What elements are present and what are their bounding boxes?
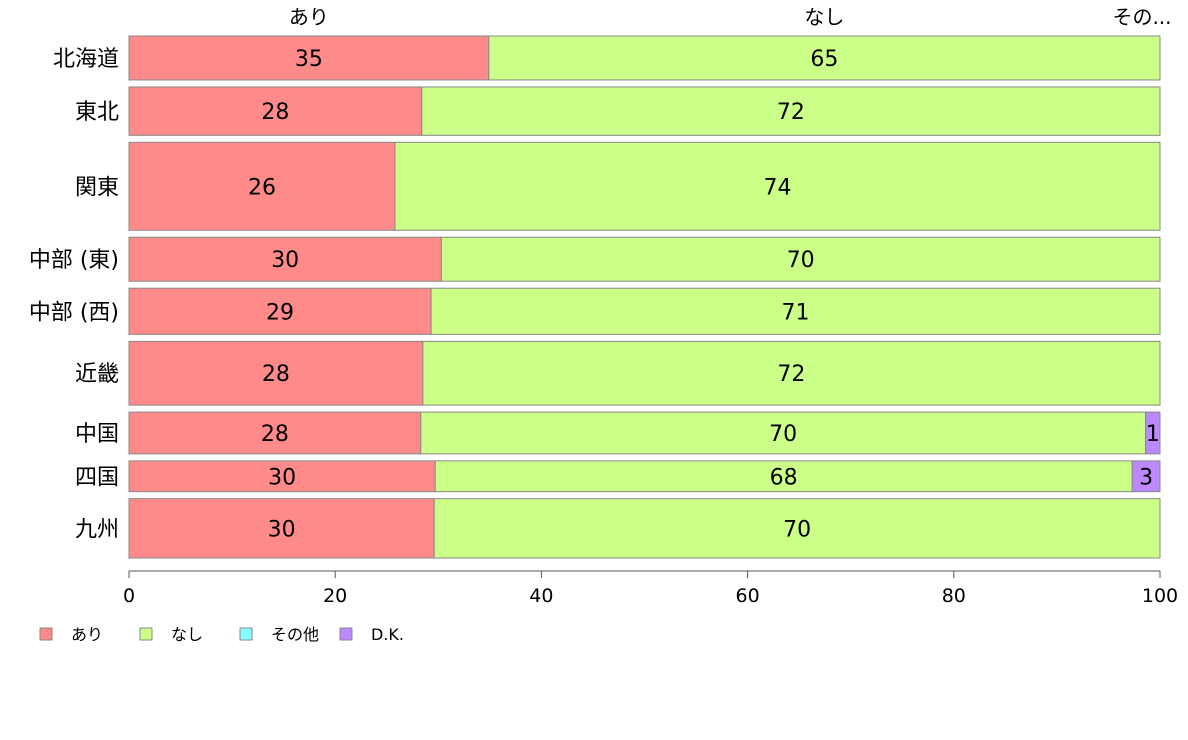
x-axis: 0 20 40 60 80 100: [123, 570, 1178, 607]
bar-segment-4-0: [128, 287, 432, 335]
data-label-7-3: 3: [1139, 465, 1153, 490]
bar-segment-5-1: [422, 340, 1161, 406]
data-label-5-0: 28: [262, 362, 290, 387]
data-label-1-0: 28: [261, 100, 289, 125]
category-label-8: 九州: [75, 517, 119, 542]
legend-label-3: D.K.: [371, 625, 404, 644]
legend-swatch-1: [139, 627, 153, 641]
bar-segment-6-3: [1145, 411, 1161, 455]
bar-segment-7-0: [128, 460, 436, 493]
legend-swatch-3: [339, 627, 353, 641]
data-label-4-1: 71: [782, 300, 810, 325]
data-label-3-1: 70: [787, 248, 815, 273]
data-label-5-1: 72: [777, 362, 805, 387]
bar-segment-7-3: [1131, 460, 1161, 493]
legend-label-1: なし: [171, 625, 203, 644]
data-label-8-0: 30: [268, 517, 296, 542]
bar-segment-3-1: [440, 236, 1161, 282]
data-label-7-1: 68: [770, 465, 798, 490]
x-tick-label-4: 80: [942, 585, 966, 607]
legend-swatch-2: [239, 627, 253, 641]
category-label-2: 関東: [75, 175, 119, 200]
data-label-6-1: 70: [769, 422, 797, 447]
bar-segment-8-0: [128, 498, 435, 559]
legend: あり なし その他 D.K.: [39, 625, 404, 644]
x-tick-label-3: 60: [736, 585, 760, 607]
data-label-7-0: 30: [268, 465, 296, 490]
x-tick-label-0: 0: [123, 585, 135, 607]
bar-segment-6-0: [128, 411, 422, 455]
legend-swatch-0: [39, 627, 53, 641]
data-label-2-1: 74: [763, 175, 791, 200]
bar-segment-8-1: [433, 498, 1161, 559]
top-label-group: あり なし その...: [289, 5, 1172, 29]
category-label-7: 四国: [75, 465, 119, 490]
bar-segment-3-0: [128, 236, 442, 282]
data-label-3-0: 30: [271, 248, 299, 273]
top-label-2: その...: [1112, 5, 1171, 29]
data-label-2-0: 26: [248, 175, 276, 200]
bar-segment-7-1: [434, 460, 1133, 493]
bar-segment-2-1: [394, 141, 1161, 231]
legend-label-2: その他: [271, 625, 319, 644]
top-label-1: なし: [804, 5, 844, 29]
bar-group: 35 65 28 72 26 74 30 70 29 71 28 72 28 70 1 30 68 3 30 70: [128, 35, 1161, 559]
x-tick-label-5: 100: [1142, 585, 1178, 607]
category-label-6: 中国: [75, 422, 119, 447]
data-label-6-3: 1: [1146, 422, 1160, 447]
bar-segment-0-1: [488, 35, 1161, 81]
x-tick-label-2: 40: [529, 585, 553, 607]
data-label-0-0: 35: [295, 47, 323, 72]
data-label-6-0: 28: [261, 422, 289, 447]
data-label-4-0: 29: [266, 300, 294, 325]
category-label-0: 北海道: [53, 47, 119, 72]
category-label-1: 東北: [75, 100, 119, 125]
bar-segment-1-0: [128, 86, 423, 136]
bar-segment-1-1: [421, 86, 1161, 136]
bar-segment-2-0: [128, 141, 396, 231]
top-label-0: あり: [289, 5, 329, 29]
category-label-3: 中部 (東): [29, 248, 119, 273]
category-label-4: 中部 (西): [29, 300, 119, 325]
bar-segment-6-1: [420, 411, 1147, 455]
data-label-0-1: 65: [810, 47, 838, 72]
bar-segment-4-1: [430, 287, 1161, 335]
data-label-8-1: 70: [783, 517, 811, 542]
bar-segment-0-0: [128, 35, 490, 81]
x-tick-label-1: 20: [323, 585, 347, 607]
data-label-1-1: 72: [777, 100, 805, 125]
legend-label-0: あり: [71, 625, 103, 644]
category-label-5: 近畿: [75, 362, 119, 387]
